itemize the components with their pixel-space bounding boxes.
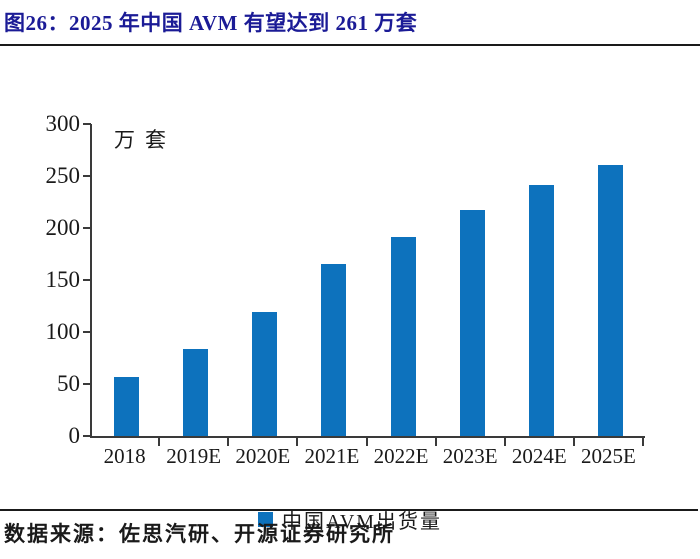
x-axis-label-2025E: 2025E bbox=[581, 444, 636, 468]
y-axis-tick-label: 0 bbox=[68, 423, 81, 448]
y-axis-tick-mark bbox=[83, 175, 91, 177]
legend-swatch bbox=[257, 512, 273, 527]
bar-2022E bbox=[390, 237, 416, 436]
y-axis-tick-mark bbox=[83, 383, 91, 385]
bottom-divider bbox=[0, 509, 698, 511]
y-axis-tick-label: 100 bbox=[45, 319, 81, 344]
y-axis-tick-mark bbox=[83, 279, 91, 281]
bar-2021E bbox=[321, 264, 347, 436]
x-axis-label-2021E: 2021E bbox=[304, 444, 360, 468]
y-axis-tick-label: 300 bbox=[45, 111, 81, 136]
x-axis-label-2018: 2018 bbox=[103, 444, 146, 468]
y-axis-tick-label: 250 bbox=[45, 163, 81, 188]
plot-area bbox=[90, 124, 645, 438]
y-axis-tick-label: 150 bbox=[45, 267, 81, 292]
x-axis-label-2020E: 2020E bbox=[235, 444, 291, 468]
x-axis-label-2022E: 2022E bbox=[373, 444, 429, 468]
chart-legend: 中国AVM出货量 bbox=[0, 505, 700, 534]
figure-title: 图26：2025 年中国 AVM 有望达到 261 万套 bbox=[4, 11, 418, 35]
bar-2018 bbox=[114, 376, 140, 436]
avm-bar-chart: 万套 0 50 100 150 200 250 300 2018 2019E 2020E 2021… bbox=[0, 46, 700, 533]
x-axis-tick-mark bbox=[642, 438, 644, 446]
bar-2019E bbox=[183, 348, 209, 436]
y-axis-tick-mark bbox=[83, 227, 91, 229]
x-axis-label-2019E: 2019E bbox=[166, 444, 222, 468]
legend-label: 中国AVM出货量 bbox=[281, 511, 443, 533]
bar-2025E bbox=[597, 164, 623, 436]
x-axis-tick-mark bbox=[296, 438, 299, 446]
x-axis-tick-mark bbox=[572, 438, 575, 446]
bar-2023E bbox=[459, 210, 485, 436]
y-axis-unit-label: 万套 bbox=[114, 128, 176, 152]
title-divider bbox=[0, 44, 700, 46]
x-axis-tick-mark bbox=[227, 438, 230, 446]
y-axis-tick-label: 50 bbox=[57, 371, 80, 396]
x-axis-label-2024E: 2024E bbox=[511, 444, 567, 468]
y-axis-tick-mark bbox=[83, 123, 91, 125]
bar-2020E bbox=[252, 312, 278, 436]
x-axis-label-2023E: 2023E bbox=[442, 444, 498, 468]
bar-2024E bbox=[528, 185, 554, 436]
source-text: 数据来源：佐思汽研、开源证券研究所 bbox=[4, 522, 395, 546]
x-axis-tick-mark bbox=[365, 438, 368, 446]
y-axis-tick-mark bbox=[83, 435, 91, 437]
x-axis-tick-mark bbox=[503, 438, 506, 446]
x-axis-tick-mark bbox=[158, 438, 161, 446]
y-axis-tick-label: 200 bbox=[45, 215, 81, 240]
y-axis-tick-mark bbox=[83, 331, 91, 333]
x-axis-tick-mark bbox=[434, 438, 437, 446]
